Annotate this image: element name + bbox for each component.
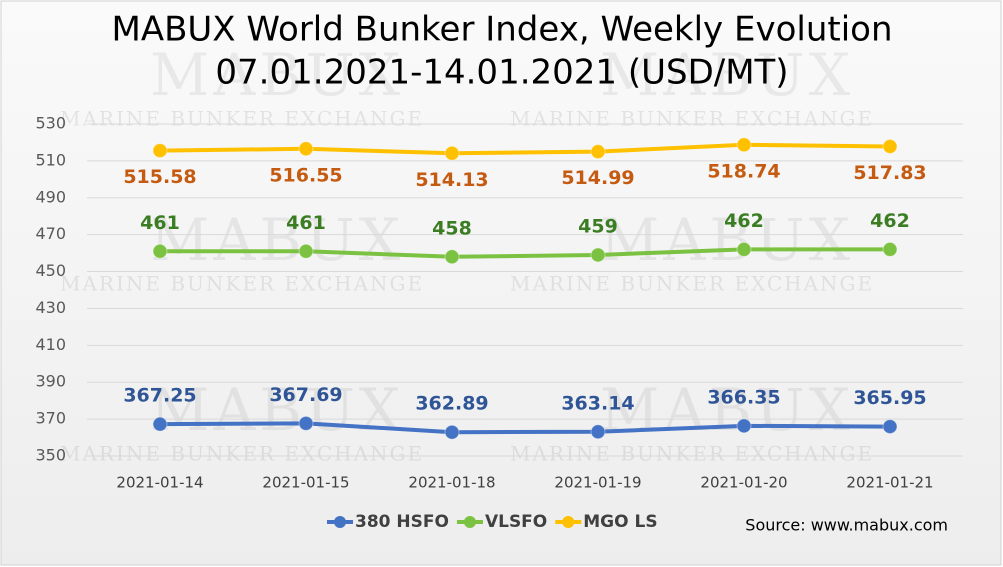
data-label: 367.25 [123,385,196,407]
watermark-logo: MABUX [600,41,854,109]
watermark-text: MARINE BUNKER EXCHANGE [510,107,874,131]
data-label: 365.95 [853,387,926,409]
data-point [882,419,898,435]
data-label: 461 [140,212,180,234]
chart-subtitle: 07.01.2021-14.01.2021 (USD/MT) [215,53,788,93]
y-tick-label: 370 [35,409,66,428]
data-label: 367.69 [269,384,342,406]
x-tick-label: 2021-01-21 [846,474,933,492]
x-tick-label: 2021-01-18 [408,474,495,492]
data-label: 518.74 [707,160,780,182]
data-point [882,138,898,154]
data-label: 363.14 [561,392,634,414]
legend-item: 380 HSFO [327,512,449,532]
watermark-text: MARINE BUNKER EXCHANGE [510,272,874,296]
data-point [736,137,752,153]
data-label: 366.35 [707,386,780,408]
watermark-logo: MABUX [600,376,854,444]
watermark-text: MARINE BUNKER EXCHANGE [60,442,424,466]
watermark-text: MARINE BUNKER EXCHANGE [60,107,424,131]
data-label: 459 [578,215,618,237]
data-point [152,143,168,159]
data-label: 515.58 [123,166,196,188]
y-tick-label: 530 [35,114,66,133]
x-tick-label: 2021-01-19 [554,474,641,492]
x-tick-label: 2021-01-20 [700,474,787,492]
chart-title: MABUX World Bunker Index, Weekly Evoluti… [111,10,892,50]
y-tick-label: 490 [35,187,66,206]
data-point [298,141,314,157]
data-point [298,243,314,259]
legend-marker [562,516,575,528]
legend-label: MGO LS [583,512,657,532]
data-label: 516.55 [269,164,342,186]
y-tick-label: 450 [35,261,66,280]
y-tick-label: 470 [35,224,66,243]
watermark-logo: MABUX [150,206,404,274]
legend-marker [463,516,476,528]
data-point [298,415,314,431]
legend-label: VLSFO [485,512,547,532]
data-point [152,416,168,432]
data-point [736,418,752,434]
legend-marker [334,516,346,528]
x-tick-label: 2021-01-14 [116,474,203,492]
data-label: 462 [724,210,764,232]
watermark-logo: MABUX [600,206,854,274]
watermark-text: MARINE BUNKER EXCHANGE [510,442,874,466]
watermark-text: MARINE BUNKER EXCHANGE [60,272,424,296]
data-point [444,249,460,265]
data-point [590,247,606,263]
watermark-logo: MABUX [150,41,404,109]
legend-item: MGO LS [555,512,658,532]
y-tick-label: 390 [35,372,66,391]
data-point [882,241,898,257]
data-point [590,424,606,440]
data-point [152,243,168,259]
data-point [444,424,460,440]
x-tick-label: 2021-01-15 [262,474,349,492]
y-tick-label: 410 [35,335,66,354]
data-label: 517.83 [853,162,926,184]
y-tick-label: 430 [35,298,66,317]
source-note: Source: www.mabux.com [745,516,948,535]
data-point [736,241,752,257]
legend-item: VLSFO [456,512,547,532]
series-line [160,247,890,259]
data-label: 461 [286,212,326,234]
series-line [159,421,891,435]
data-point [590,144,606,160]
series-line [159,142,891,156]
data-label: 514.13 [415,169,488,191]
watermark-logo: MABUX [150,376,404,444]
y-tick-label: 350 [35,446,66,465]
data-point [444,145,460,161]
data-label: 462 [870,210,910,232]
data-label: 514.99 [561,167,634,189]
y-tick-label: 510 [35,150,66,169]
data-label: 458 [432,217,472,239]
data-label: 362.89 [415,393,488,415]
legend-label: 380 HSFO [355,512,449,532]
